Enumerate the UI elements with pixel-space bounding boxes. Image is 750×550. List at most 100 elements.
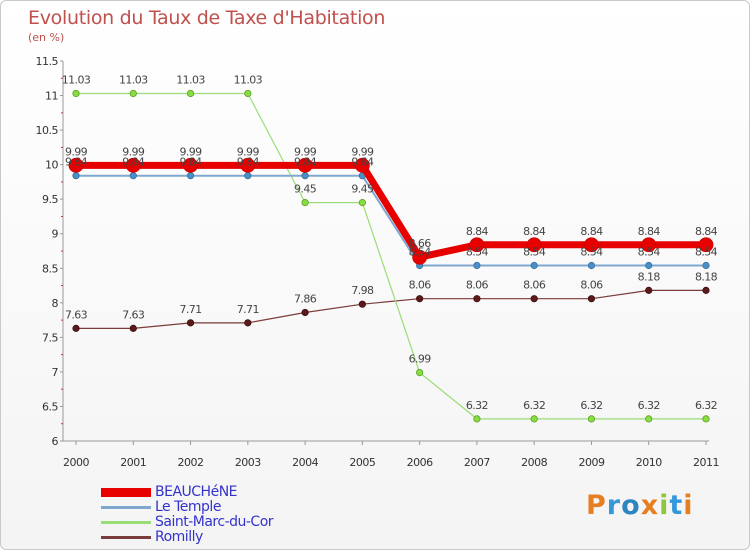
series-3-data-label: 8.06 <box>523 279 546 292</box>
series-0-point <box>584 237 599 253</box>
series-3-point <box>186 319 195 327</box>
series-3-data-label: 8.18 <box>695 270 718 283</box>
series-0-point <box>183 157 198 173</box>
y-tick-label: 9 <box>52 228 59 241</box>
series-3-data-label: 7.71 <box>237 303 259 316</box>
y-tick-label: 10 <box>45 159 58 172</box>
series-1-point <box>473 261 481 270</box>
series-1-point <box>301 172 309 180</box>
x-tick-label: 2002 <box>178 456 204 469</box>
y-tick-label: 10.5 <box>36 124 59 137</box>
series-2-data-label: 6.32 <box>580 399 602 412</box>
series-1-data-label: 9.84 <box>122 156 145 169</box>
series-3-data-label: 8.18 <box>638 270 661 283</box>
series-2-point <box>645 415 653 423</box>
series-1-point <box>530 261 538 270</box>
y-tick-label: 6 <box>52 435 59 448</box>
series-2-data-label: 11.03 <box>176 73 205 86</box>
logo-letter: i <box>659 490 670 521</box>
logo-letter: t <box>669 490 684 521</box>
series-1-data-label: 9.84 <box>294 156 317 169</box>
series-3-data-label: 7.71 <box>179 303 201 316</box>
legend-item: BEAUCHéNE <box>101 484 361 500</box>
series-2-point <box>358 199 366 207</box>
y-tick-label: 9.5 <box>42 193 58 206</box>
series-1-data-label: 8.54 <box>580 246 603 259</box>
series-0-data-label: 8.84 <box>695 225 718 238</box>
series-1-data-label: 8.54 <box>638 246 661 259</box>
series-0-data-label: 8.66 <box>409 237 432 250</box>
series-3-point <box>587 295 596 303</box>
proxiti-logo: Proxiti <box>586 490 694 521</box>
series-0-data-label: 8.84 <box>638 225 661 238</box>
series-2-point <box>244 89 252 98</box>
series-2-point <box>702 415 710 423</box>
x-tick-label: 2009 <box>578 456 604 469</box>
series-3-data-label: 8.06 <box>466 279 489 292</box>
series-3-point <box>244 319 252 327</box>
series-1-point <box>702 261 710 270</box>
legend-swatch <box>101 488 151 497</box>
series-0-point <box>698 237 714 253</box>
series-2-data-label: 6.32 <box>523 399 545 412</box>
series-2-point <box>587 415 596 423</box>
series-3-data-label: 7.98 <box>351 284 374 297</box>
series-2-point <box>530 415 538 423</box>
y-tick-label: 7 <box>52 366 59 379</box>
legend-label: Saint-Marc-du-Cor <box>155 514 274 530</box>
series-0-point <box>641 237 657 253</box>
y-tick-label: 11.5 <box>36 55 59 68</box>
series-2-data-label: 6.99 <box>409 353 432 366</box>
series-3-point <box>473 295 481 303</box>
series-1-data-label: 9.84 <box>179 156 202 169</box>
series-1-data-label: 8.54 <box>695 246 718 259</box>
series-2-point <box>301 199 309 207</box>
series-line-0 <box>76 161 706 261</box>
series-0-data-label: 8.84 <box>523 225 546 238</box>
series-3-point <box>358 300 366 308</box>
series-3-data-label: 7.63 <box>65 308 88 321</box>
series-1-data-label: 8.54 <box>466 246 489 259</box>
legend-label: Le Temple <box>155 499 221 515</box>
series-0-data-label: 9.99 <box>237 145 260 158</box>
series-1-data-label: 9.84 <box>237 156 260 169</box>
logo-letter: P <box>586 490 607 521</box>
series-1-data-label: 8.54 <box>523 246 546 259</box>
chart-unit: (en %) <box>28 31 65 44</box>
series-0-data-label: 9.99 <box>122 145 145 158</box>
legend-item: Romilly <box>101 529 361 545</box>
legend-label: BEAUCHéNE <box>155 484 238 500</box>
x-tick-label: 2003 <box>235 456 261 469</box>
series-3-point <box>645 286 653 294</box>
series-1-point <box>645 261 653 270</box>
series-2-data-label: 6.32 <box>638 399 660 412</box>
series-2-point <box>129 89 137 98</box>
legend: BEAUCHéNE Le Temple Saint-Marc-du-Cor Romil… <box>101 484 361 545</box>
series-0-point <box>354 157 370 173</box>
series-1-point <box>587 261 596 270</box>
series-2-point <box>186 89 195 98</box>
logo-letter: i <box>683 490 694 521</box>
series-0-point <box>412 249 428 265</box>
x-tick-label: 2000 <box>63 456 89 469</box>
series-0-point <box>240 157 256 173</box>
series-1-point <box>244 172 252 180</box>
x-tick-label: 2006 <box>407 456 433 469</box>
y-tick-label: 8 <box>52 297 59 310</box>
series-2-data-label: 6.32 <box>466 399 488 412</box>
series-line-1 <box>76 174 706 267</box>
y-tick-label: 11 <box>45 90 58 103</box>
series-0-point <box>526 237 542 253</box>
legend-item: Saint-Marc-du-Cor <box>101 514 361 530</box>
series-3-point <box>129 324 137 332</box>
series-2-data-label: 11.03 <box>62 73 91 86</box>
x-tick-label: 2007 <box>464 456 490 469</box>
series-0-data-label: 9.99 <box>179 145 202 158</box>
legend-swatch <box>101 506 151 509</box>
chart-title: Evolution du Taux de Taxe d'Habitation <box>28 7 386 29</box>
series-2-point <box>416 368 424 377</box>
series-3-data-label: 8.06 <box>409 279 432 292</box>
x-tick-label: 2005 <box>349 456 375 469</box>
